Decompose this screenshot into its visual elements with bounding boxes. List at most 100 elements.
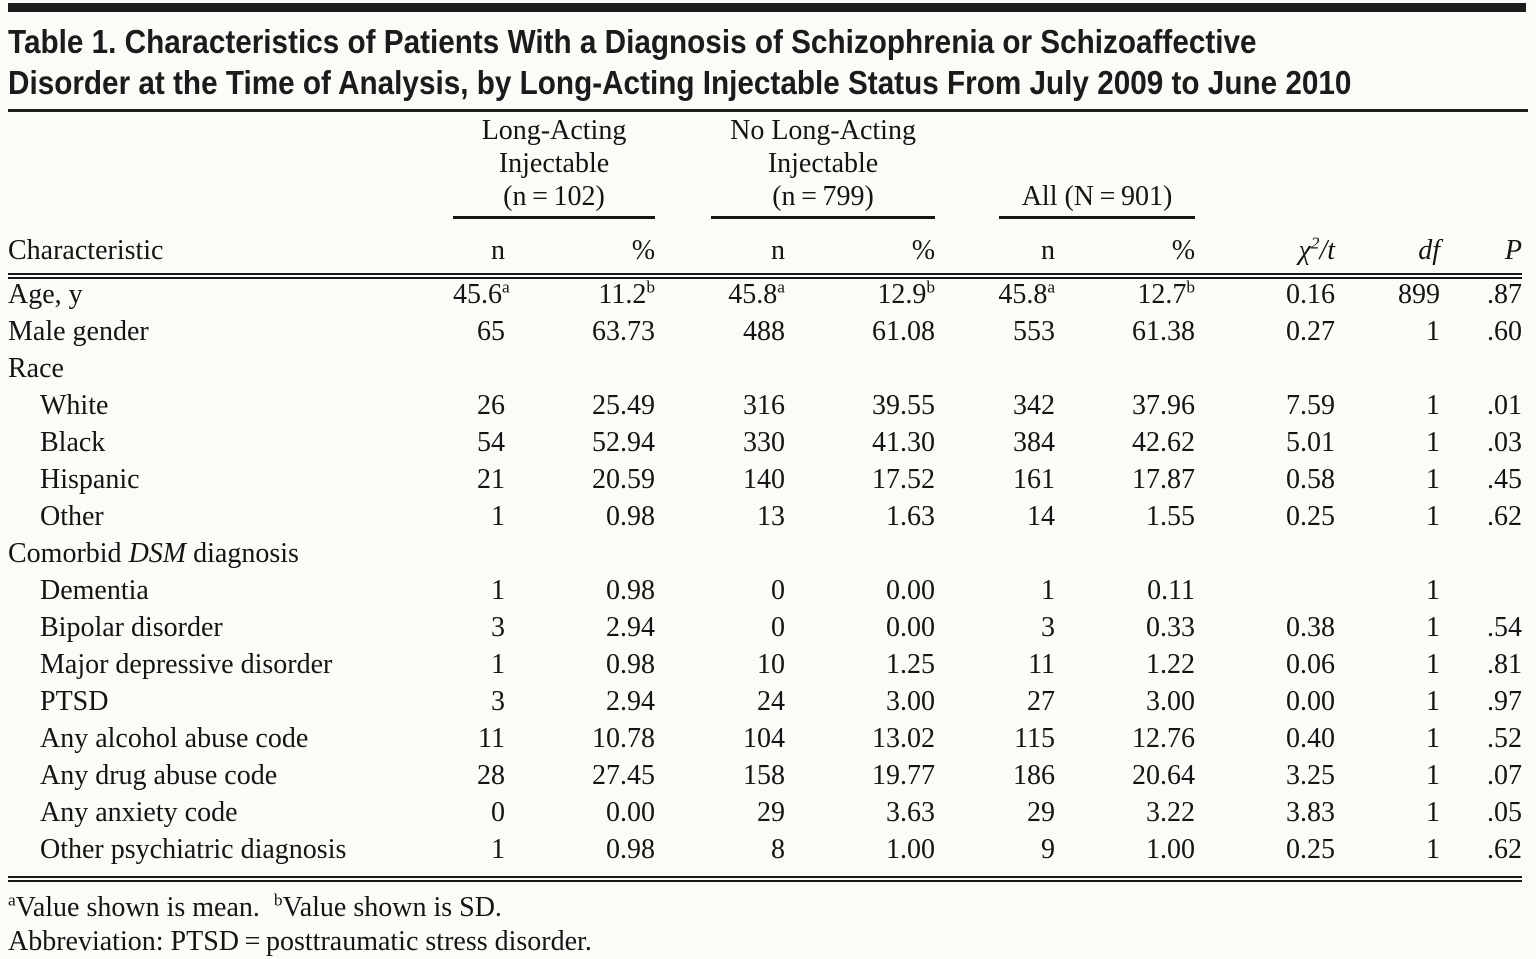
row-cell [453,353,505,390]
row-cell: 1 [453,834,505,882]
row-cell: 12.9b [877,277,936,310]
table-row: Black 54 52.94 330 41.30 384 42.62 5.01 … [8,427,1522,464]
group-header-lai-box: Long-Acting Injectable (n = 102) [453,114,656,219]
group-no-lai-line2: Injectable [767,148,879,179]
patients-table: Long-Acting Injectable (n = 102) No Long… [8,114,1523,882]
row-cell: 2.94 [606,686,656,717]
row-cell [785,538,935,575]
row-cell: .62 [1440,834,1523,882]
row-cell [1195,538,1335,575]
row-cell: 553 [1013,316,1056,347]
row-cell: 1 [1335,834,1441,882]
table-row: Age, y 45.6a 11.2b 45.8a 12.9b 45.8a 12.… [8,276,1522,316]
row-cell: 1 [1426,760,1441,791]
row-label: PTSD [40,686,109,717]
row-cell: 11 [1028,649,1056,680]
row-label: Any drug abuse code [40,760,278,791]
row-cell: 11 [478,723,505,754]
row-cell: .60 [1487,316,1523,347]
row-cell: .54 [1487,612,1523,643]
row-cell: 1 [1041,575,1056,606]
group-header-spacer [8,114,453,219]
row-cell: 27.45 [592,760,656,791]
row-cell [1440,538,1522,575]
row-cell: 316 [743,390,786,421]
row-label: Race [8,353,64,384]
row-cell [505,353,655,390]
row-label: Black [40,427,106,458]
table-row: Bipolar disorder 3 2.94 0 0.00 3 0.33 0.… [8,612,1522,649]
row-cell: 8 [655,834,786,882]
table-row: Male gender 65 63.73 488 61.08 553 61.38… [8,316,1522,353]
row-cell: 0.16 [1286,279,1336,310]
row-cell: 54 [477,427,505,458]
row-cell: 10 [757,649,786,680]
table-row: Hispanic 21 20.59 140 17.52 161 17.87 0.… [8,464,1522,501]
row-label: Other psychiatric diagnosis [8,834,453,882]
table-row: Dementia 1 0.98 0 0.00 1 0.11 1 [8,575,1522,612]
row-label: Hispanic [40,464,140,495]
group-header-lai: Long-Acting Injectable (n = 102) [453,114,656,219]
group-lai-line2: Injectable [498,148,610,179]
row-cell: 1 [491,501,505,532]
row-cell [1440,353,1522,390]
row-cell: 0.25 [1195,834,1336,882]
row-cell: 39.55 [872,390,936,421]
table-row: Any alcohol abuse code 11 10.78 104 13.0… [8,723,1522,760]
row-cell: 488 [743,316,786,347]
col-header-df: df [1335,219,1441,279]
table-row: Any anxiety code 0 0.00 29 3.63 29 3.22 … [8,797,1522,834]
row-cell: 3 [491,686,505,717]
row-label: Any alcohol abuse code [40,723,309,754]
row-cell: 37.96 [1132,390,1196,421]
row-label: Age, y [8,279,83,310]
row-cell: 0.00 [1286,686,1336,717]
table-row: Other psychiatric diagnosis 1 0.98 8 1.0… [8,834,1523,882]
table-body: Age, y 45.6a 11.2b 45.8a 12.9b 45.8a 12.… [8,276,1523,882]
row-cell: 41.30 [872,427,936,458]
row-cell: 2.94 [606,612,656,643]
row-cell: 7.59 [1286,390,1336,421]
row-cell: .45 [1487,464,1523,495]
row-cell: 1 [1426,575,1441,606]
row-cell: 1.22 [1146,649,1196,680]
row-cell: 0.33 [1146,612,1196,643]
row-cell: 13 [757,501,786,532]
table-title-line2: Disorder at the Time of Analysis, by Lon… [8,64,1352,101]
row-cell: 9 [935,834,1056,882]
row-label: Other [40,501,104,532]
row-label: Comorbid DSM diagnosis [8,538,299,569]
row-cell: 1 [1426,316,1441,347]
table-row: Other 1 0.98 13 1.63 14 1.55 0.25 1 .62 [8,501,1522,538]
footnotes: aValue shown is mean. bValue shown is SD… [8,891,1536,959]
row-cell: 1 [1426,686,1441,717]
col-header-p: P [1440,219,1523,279]
row-cell: 42.62 [1132,427,1196,458]
table-head: Long-Acting Injectable (n = 102) No Long… [8,114,1523,279]
row-cell: .03 [1487,427,1523,458]
row-cell: 330 [743,427,786,458]
row-cell: 20.64 [1132,760,1196,791]
col-header-n-all: n [935,219,1056,279]
col-header-chi2-t: χ2/t [1195,219,1336,279]
row-cell: 0.00 [886,575,936,606]
row-cell: 899 [1398,279,1441,310]
row-cell: .01 [1487,390,1523,421]
row-cell: 29 [1027,797,1056,828]
row-cell: 3.00 [1146,686,1196,717]
group-header-row: Long-Acting Injectable (n = 102) No Long… [8,114,1522,219]
row-cell: 161 [1013,464,1056,495]
row-cell: 45.6a [453,277,510,310]
row-cell: 3.25 [1286,760,1336,791]
row-cell: 1 [491,575,505,606]
col-header-pct-all: % [1055,219,1196,279]
row-cell: 21 [477,464,505,495]
title-rule [8,109,1528,112]
row-cell: 0.40 [1286,723,1336,754]
row-cell: 13.02 [872,723,936,754]
row-cell: 0.00 [606,797,656,828]
row-cell: 20.59 [592,464,656,495]
row-cell: 104 [743,723,786,754]
row-cell: 61.38 [1132,316,1196,347]
row-cell: 65 [477,316,505,347]
